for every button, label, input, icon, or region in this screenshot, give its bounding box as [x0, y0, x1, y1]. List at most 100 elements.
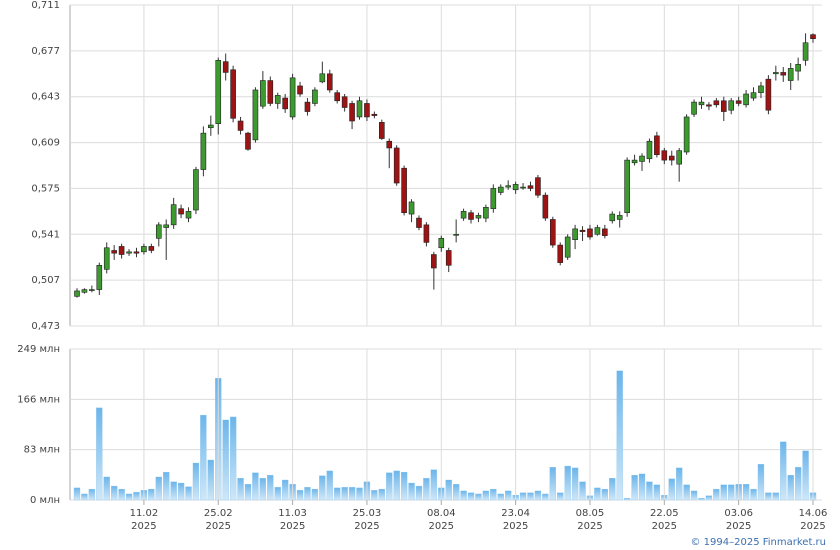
x-tick-label: 03.06 [724, 508, 753, 519]
candle-body [676, 150, 682, 165]
volume-bar [623, 498, 631, 501]
volume-bar [274, 487, 281, 501]
volume-bar [616, 370, 623, 501]
volume-bar [118, 488, 125, 501]
volume-bar [690, 490, 698, 501]
volume-bar [490, 488, 497, 501]
candle-body [155, 224, 162, 239]
y-tick-label: 0,507 [31, 275, 60, 286]
candle-body [312, 89, 318, 104]
volume-bar [683, 484, 690, 501]
candle-body [193, 169, 199, 211]
y-tick-label: 249 млн [17, 344, 60, 355]
candle-body [728, 100, 735, 111]
volume-bar [192, 462, 200, 501]
candle-body [483, 207, 489, 219]
candle-body [334, 92, 341, 102]
volume-bar [200, 414, 207, 501]
candle-body [356, 100, 363, 118]
candle-body [594, 227, 601, 235]
candle-body [282, 97, 288, 110]
candle-body [527, 185, 534, 189]
candle-body [780, 72, 787, 76]
volume-bar [423, 478, 430, 501]
volume-bar [148, 488, 155, 501]
volume-bar [676, 467, 683, 501]
candle-body [133, 251, 140, 254]
candle-body [200, 132, 207, 170]
x-tick-label: 08.05 [576, 508, 605, 519]
candle-body [141, 246, 147, 253]
volume-bar [549, 467, 556, 501]
candle-body [81, 289, 88, 293]
volume-bar [386, 472, 393, 501]
volume-bar [467, 492, 475, 501]
volume-bar [155, 476, 162, 501]
volume-bar [304, 487, 311, 501]
candle-body [691, 101, 697, 115]
y-tick-label: 166 млн [17, 394, 60, 405]
x-tick-label: 23.04 [501, 508, 530, 519]
volume-bar [177, 482, 185, 501]
candle-body [631, 159, 638, 164]
volume-bar [88, 488, 96, 501]
candle-body [758, 85, 764, 93]
volume-bar [341, 487, 348, 501]
candle-body [810, 34, 816, 40]
volume-bar [609, 478, 616, 501]
volume-bar [534, 490, 542, 501]
candle-body [185, 211, 192, 219]
candle-body [549, 219, 556, 246]
candle-body [326, 73, 333, 91]
x-tick-year: 2025 [354, 521, 379, 532]
volume-bar [185, 486, 192, 501]
candle-body [103, 247, 110, 270]
volume-bar [81, 493, 88, 501]
candle-body [661, 150, 668, 161]
candle-body [795, 64, 801, 72]
x-tick-label: 14.06 [799, 508, 828, 519]
candle-body [222, 61, 229, 73]
volume-bar [229, 416, 237, 501]
x-tick-year: 2025 [726, 521, 751, 532]
volume-bar [542, 493, 549, 501]
candle-body [96, 265, 103, 290]
x-tick-label: 25.03 [353, 508, 382, 519]
volume-bar [802, 450, 809, 501]
volume-bar [750, 488, 757, 501]
y-tick-label: 0 млн [30, 495, 60, 506]
candle-body [497, 186, 504, 193]
candle-body [773, 72, 779, 75]
candle-body [579, 229, 586, 232]
volume-bar [296, 490, 304, 501]
volume-bar [557, 492, 564, 501]
volume-bar [453, 484, 460, 501]
volume-bar [378, 488, 385, 501]
candle-body [520, 186, 526, 189]
y-tick-label: 0,541 [31, 229, 60, 240]
candle-body [654, 135, 660, 156]
y-tick-label: 83 млн [24, 445, 60, 456]
candle-body [126, 251, 132, 254]
volume-bar [170, 481, 177, 501]
candle-body [564, 236, 571, 258]
candle-body [208, 124, 214, 129]
volume-bar [319, 475, 326, 501]
volume-bar [237, 478, 244, 501]
volume-bar [163, 471, 170, 501]
volume-bar [765, 492, 772, 501]
candle-body [401, 167, 407, 214]
candle-body [624, 159, 630, 214]
candle-body [438, 238, 445, 249]
candle-body [148, 246, 155, 251]
candle-body [490, 188, 497, 209]
volume-bar [698, 498, 705, 501]
candle-body [349, 103, 355, 122]
candle-body [393, 147, 400, 184]
candle-body [735, 100, 742, 104]
candle-body [431, 254, 437, 269]
footer: © 1994–2025 Finmarket.ru [690, 537, 826, 548]
volume-bar [400, 471, 408, 501]
volume-bar [519, 492, 527, 501]
